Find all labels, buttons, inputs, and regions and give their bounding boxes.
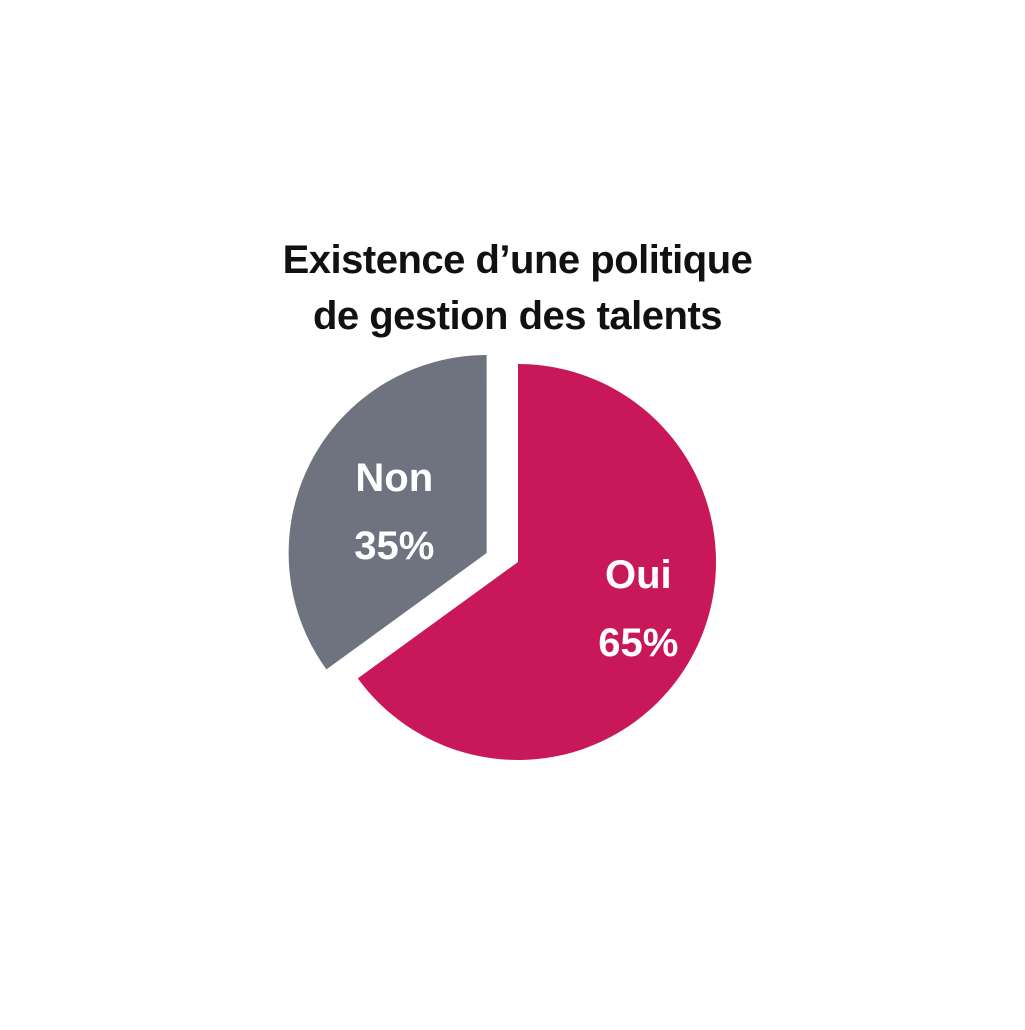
slice-label-oui: Oui [605,553,672,597]
chart-title: Existence d’une politique de gestion des… [200,232,835,344]
slice-value-oui: 65% [598,621,678,665]
pie-slice-non [288,355,487,670]
slice-label-non: Non [355,456,433,500]
pie-slice-oui [357,364,716,760]
pie-labels: Oui 65% Non 35% [354,456,678,665]
pie-slices [288,355,716,760]
chart-title-line-1: Existence d’une politique [282,238,753,282]
chart-title-line-2: de gestion des talents [312,294,723,338]
slice-value-non: 35% [354,524,434,568]
